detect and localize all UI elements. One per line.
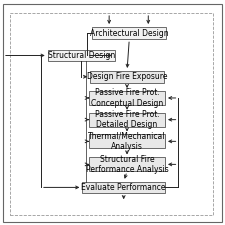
FancyBboxPatch shape — [89, 113, 165, 127]
FancyBboxPatch shape — [48, 50, 115, 61]
FancyBboxPatch shape — [89, 91, 165, 105]
Text: Passive Fire Prot.
Conceptual Design: Passive Fire Prot. Conceptual Design — [91, 88, 163, 108]
Text: Thermal/Mechanical
Analysis: Thermal/Mechanical Analysis — [88, 132, 166, 151]
FancyBboxPatch shape — [89, 158, 165, 171]
Text: Structural Design: Structural Design — [47, 51, 115, 60]
FancyBboxPatch shape — [89, 134, 165, 148]
FancyBboxPatch shape — [82, 182, 165, 193]
Text: Evaluate Performance: Evaluate Performance — [81, 183, 166, 192]
Text: Passive Fire Prot.
Detailed Design: Passive Fire Prot. Detailed Design — [95, 110, 159, 129]
Text: Architectural Design: Architectural Design — [90, 29, 169, 38]
FancyBboxPatch shape — [92, 27, 166, 39]
Text: Design Fire Exposure: Design Fire Exposure — [87, 72, 167, 81]
Text: Structural Fire
Performance Analysis: Structural Fire Performance Analysis — [86, 155, 168, 174]
FancyBboxPatch shape — [90, 71, 164, 83]
